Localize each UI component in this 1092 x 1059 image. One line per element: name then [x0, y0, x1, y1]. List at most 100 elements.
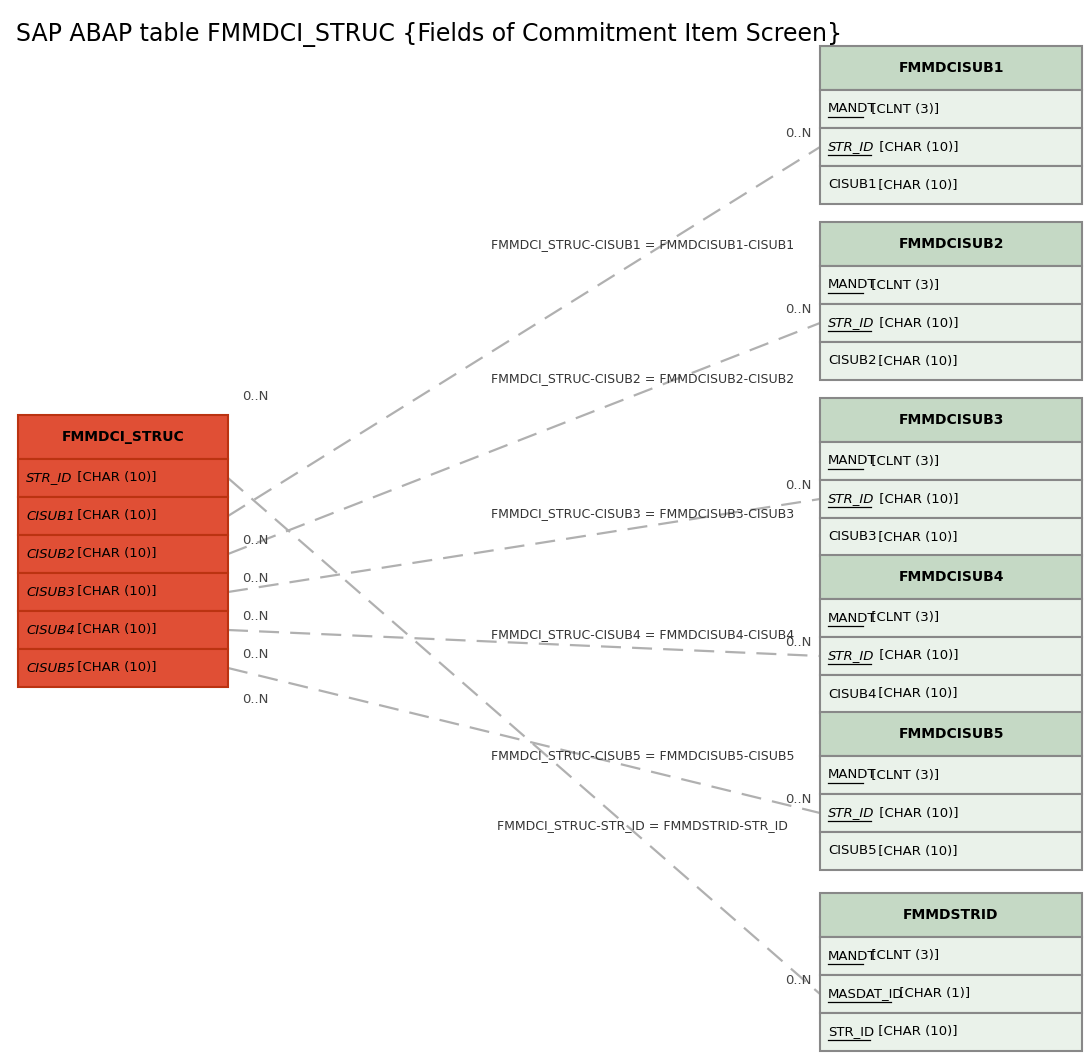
Bar — [820, 518, 1082, 556]
Text: [CHAR (10)]: [CHAR (10)] — [875, 492, 959, 505]
Text: [CHAR (10)]: [CHAR (10)] — [875, 807, 959, 820]
Text: MANDT: MANDT — [828, 769, 877, 782]
Text: FMMDSTRID: FMMDSTRID — [903, 908, 999, 922]
Bar — [820, 893, 1082, 937]
Bar — [17, 649, 228, 687]
Text: CISUB3: CISUB3 — [26, 586, 74, 598]
Bar — [820, 756, 1082, 794]
Text: CISUB2: CISUB2 — [828, 355, 877, 367]
Text: [CHAR (10)]: [CHAR (10)] — [874, 844, 958, 858]
Text: [CHAR (10)]: [CHAR (10)] — [874, 531, 958, 543]
Text: 0..N: 0..N — [242, 610, 269, 623]
Text: [CHAR (10)]: [CHAR (10)] — [874, 179, 958, 192]
Text: [CHAR (10)]: [CHAR (10)] — [875, 141, 959, 154]
Text: [CHAR (10)]: [CHAR (10)] — [874, 355, 958, 367]
Bar — [17, 497, 228, 535]
Text: [CLNT (3)]: [CLNT (3)] — [867, 611, 939, 625]
Text: CISUB3: CISUB3 — [828, 531, 877, 543]
Text: CISUB5: CISUB5 — [828, 844, 877, 858]
Text: 0..N: 0..N — [785, 127, 812, 140]
Text: FMMDCISUB4: FMMDCISUB4 — [899, 570, 1004, 584]
Text: FMMDCI_STRUC-CISUB1 = FMMDCISUB1-CISUB1: FMMDCI_STRUC-CISUB1 = FMMDCISUB1-CISUB1 — [490, 237, 794, 251]
Text: MANDT: MANDT — [828, 611, 877, 625]
Bar — [820, 342, 1082, 380]
Text: MANDT: MANDT — [828, 950, 877, 963]
Text: MANDT: MANDT — [828, 103, 877, 115]
Bar — [820, 166, 1082, 204]
Text: STR_ID: STR_ID — [828, 492, 875, 505]
Text: [CHAR (10)]: [CHAR (10)] — [874, 687, 958, 700]
Text: [CHAR (10)]: [CHAR (10)] — [73, 624, 156, 636]
Text: [CHAR (10)]: [CHAR (10)] — [73, 509, 156, 522]
Text: CISUB5: CISUB5 — [26, 662, 74, 675]
Text: CISUB1: CISUB1 — [828, 179, 877, 192]
Text: STR_ID: STR_ID — [828, 649, 875, 663]
Bar — [820, 128, 1082, 166]
Bar — [820, 266, 1082, 304]
Text: 0..N: 0..N — [785, 636, 812, 649]
Bar — [820, 712, 1082, 756]
Bar — [820, 832, 1082, 870]
Text: 0..N: 0..N — [242, 534, 269, 548]
Bar — [17, 535, 228, 573]
Text: MASDAT_ID: MASDAT_ID — [828, 987, 903, 1001]
Bar — [820, 638, 1082, 675]
Text: [CHAR (10)]: [CHAR (10)] — [875, 649, 959, 663]
Bar — [820, 398, 1082, 442]
Text: FMMDCI_STRUC-CISUB5 = FMMDCISUB5-CISUB5: FMMDCI_STRUC-CISUB5 = FMMDCISUB5-CISUB5 — [490, 750, 794, 762]
Text: 0..N: 0..N — [785, 303, 812, 316]
Text: MANDT: MANDT — [828, 454, 877, 467]
Bar — [17, 459, 228, 497]
Text: STR_ID: STR_ID — [828, 807, 875, 820]
Bar — [17, 415, 228, 459]
Text: [CLNT (3)]: [CLNT (3)] — [867, 950, 939, 963]
Text: [CHAR (10)]: [CHAR (10)] — [874, 1025, 958, 1039]
Bar — [820, 675, 1082, 713]
Bar — [820, 46, 1082, 90]
Text: 0..N: 0..N — [785, 974, 812, 987]
Bar — [820, 975, 1082, 1013]
Bar — [17, 611, 228, 649]
Text: 0..N: 0..N — [785, 793, 812, 806]
Text: MANDT: MANDT — [828, 279, 877, 291]
Bar — [820, 937, 1082, 975]
Text: 0..N: 0..N — [785, 479, 812, 492]
Bar — [17, 573, 228, 611]
Text: FMMDCI_STRUC-CISUB3 = FMMDCISUB3-CISUB3: FMMDCI_STRUC-CISUB3 = FMMDCISUB3-CISUB3 — [490, 507, 794, 520]
Text: CISUB4: CISUB4 — [828, 687, 877, 700]
Text: FMMDCISUB1: FMMDCISUB1 — [899, 61, 1004, 75]
Text: CISUB2: CISUB2 — [26, 548, 74, 560]
Bar — [820, 555, 1082, 599]
Text: 0..N: 0..N — [242, 572, 269, 585]
Text: [CHAR (10)]: [CHAR (10)] — [73, 471, 156, 485]
Text: [CLNT (3)]: [CLNT (3)] — [867, 454, 939, 467]
Text: [CLNT (3)]: [CLNT (3)] — [867, 769, 939, 782]
Text: FMMDCISUB2: FMMDCISUB2 — [899, 237, 1004, 251]
Text: [CHAR (10)]: [CHAR (10)] — [875, 317, 959, 329]
Text: SAP ABAP table FMMDCI_STRUC {Fields of Commitment Item Screen}: SAP ABAP table FMMDCI_STRUC {Fields of C… — [16, 22, 842, 47]
Text: STR_ID: STR_ID — [828, 317, 875, 329]
Text: [CLNT (3)]: [CLNT (3)] — [867, 279, 939, 291]
Text: STR_ID: STR_ID — [828, 141, 875, 154]
Text: 0..N: 0..N — [242, 693, 269, 706]
Text: STR_ID: STR_ID — [26, 471, 72, 485]
Text: 0..N: 0..N — [242, 648, 269, 661]
Bar — [820, 222, 1082, 266]
Text: CISUB1: CISUB1 — [26, 509, 74, 522]
Text: [CHAR (10)]: [CHAR (10)] — [73, 548, 156, 560]
Text: FMMDCI_STRUC: FMMDCI_STRUC — [61, 430, 185, 444]
Text: 0..N: 0..N — [242, 390, 269, 403]
Text: FMMDCI_STRUC-CISUB2 = FMMDCISUB2-CISUB2: FMMDCI_STRUC-CISUB2 = FMMDCISUB2-CISUB2 — [490, 373, 794, 385]
Text: CISUB4: CISUB4 — [26, 624, 74, 636]
Bar — [820, 599, 1082, 638]
Bar — [820, 1013, 1082, 1051]
Bar — [820, 90, 1082, 128]
Text: STR_ID: STR_ID — [828, 1025, 874, 1039]
Bar — [820, 794, 1082, 832]
Bar — [820, 480, 1082, 518]
Bar — [820, 442, 1082, 480]
Text: [CHAR (1)]: [CHAR (1)] — [895, 987, 970, 1001]
Text: FMMDCI_STRUC-CISUB4 = FMMDCISUB4-CISUB4: FMMDCI_STRUC-CISUB4 = FMMDCISUB4-CISUB4 — [490, 628, 794, 641]
Text: FMMDCISUB5: FMMDCISUB5 — [899, 726, 1004, 741]
Text: [CHAR (10)]: [CHAR (10)] — [73, 586, 156, 598]
